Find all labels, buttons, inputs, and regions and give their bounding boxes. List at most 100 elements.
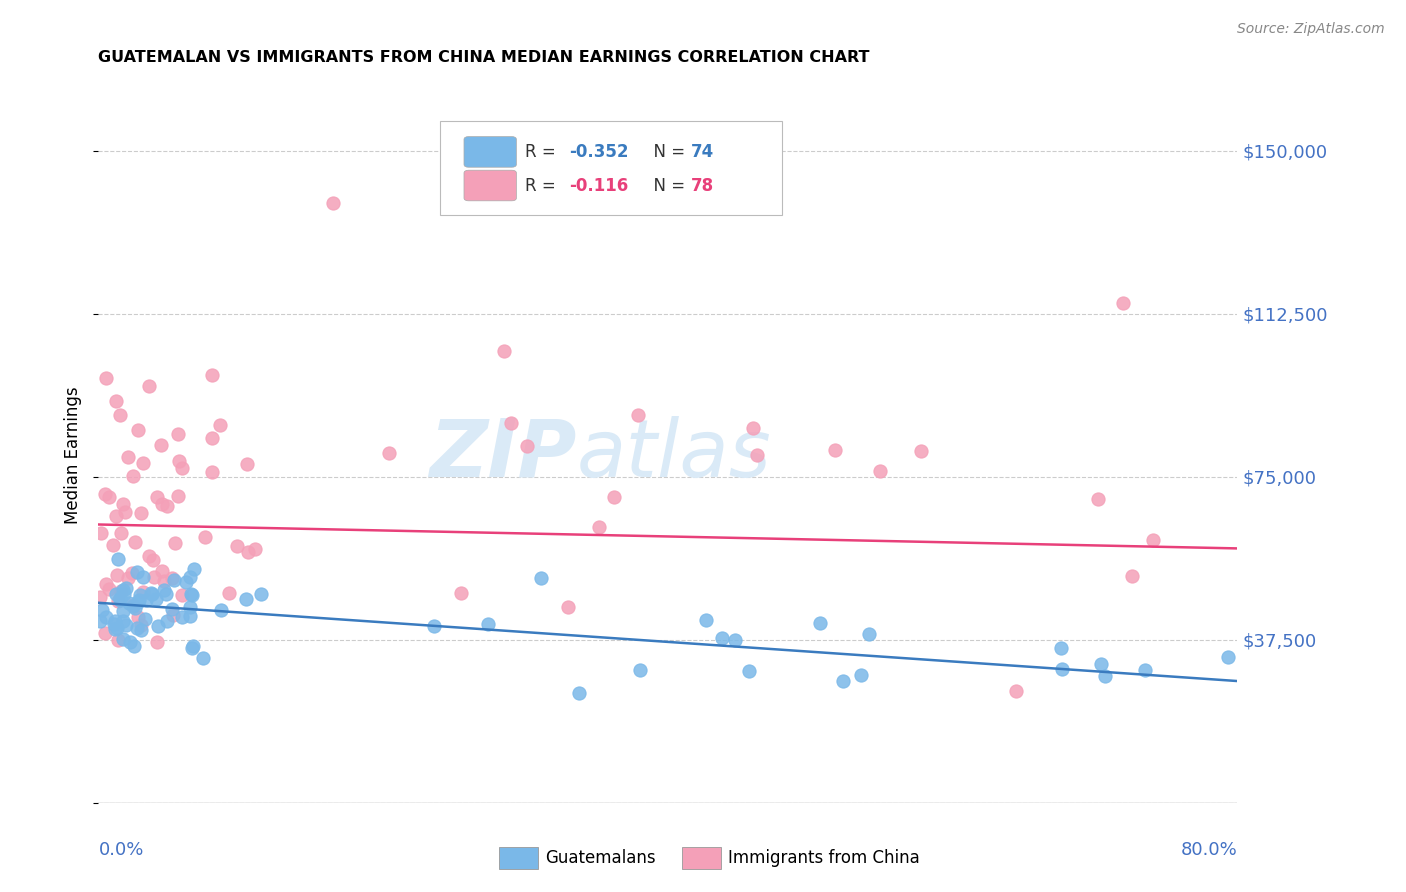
Point — [156, 499, 179, 513]
Point — [150, 497, 173, 511]
Point — [194, 530, 217, 544]
Point — [208, 417, 231, 432]
Point — [200, 431, 222, 445]
Point — [145, 490, 167, 504]
Point — [747, 448, 769, 462]
Point — [516, 439, 538, 453]
Point — [125, 565, 148, 579]
Text: GUATEMALAN VS IMMIGRANTS FROM CHINA MEDIAN EARNINGS CORRELATION CHART: GUATEMALAN VS IMMIGRANTS FROM CHINA MEDI… — [98, 50, 870, 65]
Point — [170, 610, 193, 624]
Point — [97, 490, 120, 504]
Point — [107, 551, 129, 566]
Point — [132, 456, 155, 470]
Point — [1121, 569, 1143, 583]
Point — [145, 592, 167, 607]
Point — [89, 614, 111, 628]
Text: R =: R = — [526, 143, 567, 161]
Point — [477, 617, 499, 632]
Point — [127, 423, 149, 437]
Text: Immigrants from China: Immigrants from China — [728, 849, 920, 867]
Point — [90, 525, 112, 540]
Point — [139, 586, 162, 600]
Point — [101, 538, 124, 552]
Point — [499, 416, 522, 430]
Point — [160, 601, 183, 615]
Point — [132, 584, 155, 599]
Point — [107, 593, 129, 607]
Point — [117, 450, 139, 464]
Point — [141, 553, 163, 567]
Point — [105, 621, 128, 635]
Point — [108, 592, 131, 607]
Point — [153, 574, 176, 588]
Point — [121, 566, 143, 581]
Point — [209, 602, 232, 616]
Point — [150, 564, 173, 578]
Text: -0.116: -0.116 — [569, 177, 628, 194]
Point — [322, 195, 344, 210]
Point — [910, 444, 932, 458]
Point — [108, 591, 131, 605]
Text: -0.352: -0.352 — [569, 143, 628, 161]
Point — [494, 343, 516, 358]
Text: N =: N = — [643, 177, 690, 194]
Point — [112, 587, 135, 601]
Point — [191, 651, 214, 665]
Point — [1049, 640, 1071, 655]
Point — [156, 614, 179, 628]
Point — [105, 568, 128, 582]
Point — [115, 581, 138, 595]
Point — [94, 625, 117, 640]
Point — [869, 464, 891, 478]
Point — [1142, 533, 1164, 548]
Text: 78: 78 — [690, 177, 714, 194]
Point — [183, 562, 205, 576]
Point — [824, 443, 846, 458]
Point — [181, 640, 204, 654]
Point — [127, 595, 149, 609]
Point — [94, 610, 117, 624]
Point — [1050, 662, 1073, 676]
Point — [423, 618, 446, 632]
Point — [145, 635, 167, 649]
Text: N =: N = — [643, 143, 690, 161]
Point — [218, 586, 240, 600]
Point — [131, 623, 153, 637]
Point — [695, 613, 717, 627]
Point — [94, 487, 117, 501]
Point — [103, 617, 125, 632]
Point — [122, 598, 145, 612]
Point — [96, 371, 118, 385]
Point — [1112, 295, 1135, 310]
Point — [110, 408, 132, 422]
FancyBboxPatch shape — [464, 136, 516, 167]
Point — [180, 588, 202, 602]
Point — [167, 426, 190, 441]
Point — [129, 588, 152, 602]
Point — [110, 584, 132, 599]
Point — [122, 639, 145, 653]
Text: ZIP: ZIP — [429, 416, 576, 494]
Point — [831, 674, 853, 689]
Point — [114, 505, 136, 519]
Point — [567, 686, 589, 700]
Point — [129, 506, 152, 520]
Point — [150, 438, 173, 452]
Point — [530, 571, 553, 585]
Point — [143, 570, 166, 584]
Point — [1004, 683, 1026, 698]
Point — [165, 536, 187, 550]
Point — [201, 368, 224, 382]
Point — [174, 575, 197, 590]
Point — [118, 634, 141, 648]
Point — [170, 588, 193, 602]
Point — [138, 549, 160, 563]
Point — [127, 610, 149, 624]
Text: 80.0%: 80.0% — [1181, 841, 1237, 859]
Point — [167, 454, 190, 468]
Point — [141, 587, 163, 601]
Point — [121, 599, 143, 613]
Point — [557, 599, 579, 614]
Point — [128, 593, 150, 607]
Point — [138, 378, 160, 392]
